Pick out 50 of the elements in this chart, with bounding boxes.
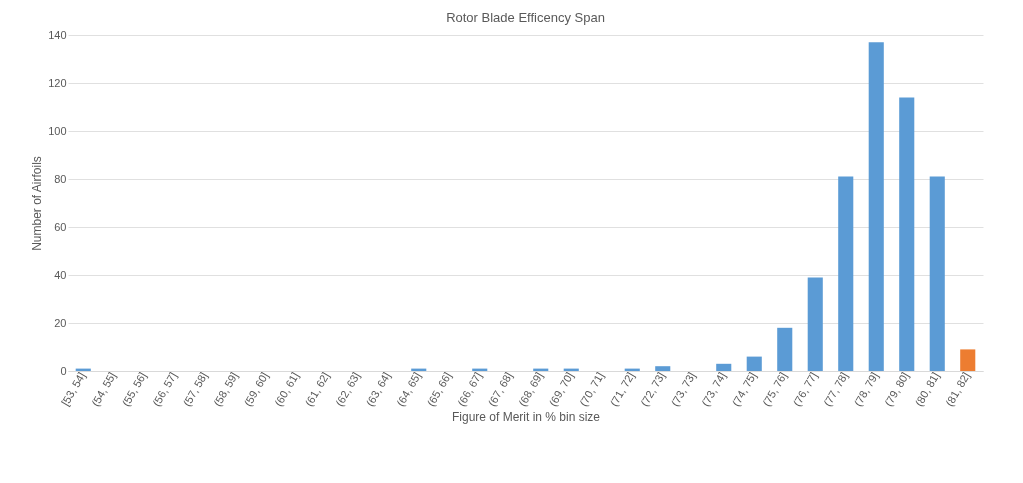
bar: [899, 97, 915, 371]
y-tick-label: 0: [60, 364, 67, 377]
y-tick-label: 80: [54, 172, 67, 185]
x-axis-title: Figure of Merit in % bin size: [451, 410, 601, 425]
x-tick-label: (67, 68]: [485, 370, 515, 409]
x-tick-label: (73, 73]: [668, 370, 698, 409]
x-tick-label: (59, 60]: [241, 370, 271, 409]
x-tick-label: (75, 76]: [760, 370, 790, 409]
x-tick-label: (65, 66]: [424, 370, 454, 409]
bar: [960, 349, 976, 371]
y-tick-label: 120: [48, 76, 67, 89]
bar: [746, 356, 762, 371]
x-tick-label: (54, 55]: [89, 370, 119, 409]
x-tick-label: (55, 56]: [119, 370, 149, 409]
y-axis-title: Number of Airfoils: [30, 156, 45, 251]
x-tick-label: (80, 81]: [912, 370, 942, 409]
x-tick-label: (56, 57]: [150, 370, 180, 409]
x-tick-label: (71, 72]: [607, 370, 637, 409]
y-tick-label: 140: [48, 28, 67, 41]
x-tick-label: (70, 71]: [577, 370, 607, 409]
bar: [929, 176, 945, 371]
x-tick-label: (76, 77]: [790, 370, 820, 409]
y-tick-label: 40: [54, 268, 67, 281]
bar: [655, 366, 671, 371]
x-tick-label: (68, 69]: [516, 370, 546, 409]
chart-title: Rotor Blade Efficency Span: [446, 10, 605, 25]
x-tick-label: (78, 79]: [851, 370, 881, 409]
x-tick-label: (79, 80]: [882, 370, 912, 409]
bar: [838, 176, 854, 371]
bar: [807, 277, 823, 371]
x-tick-label: (74, 75]: [729, 370, 759, 409]
x-tick-label: (58, 59]: [211, 370, 241, 409]
x-tick-label: (77, 78]: [821, 370, 851, 409]
y-tick-label: 60: [54, 220, 67, 233]
x-tick-label: (69, 70]: [546, 370, 576, 409]
x-tick-label: (57, 58]: [180, 370, 210, 409]
x-tick-label: (63, 64]: [363, 370, 393, 409]
x-tick-label: (72, 73]: [638, 370, 668, 409]
bar: [777, 327, 793, 371]
x-tick-label: (66, 67]: [455, 370, 485, 409]
x-tick-label: (62, 63]: [333, 370, 363, 409]
x-tick-label: (64, 65]: [394, 370, 424, 409]
bar: [716, 363, 732, 371]
y-tick-label: 100: [48, 124, 67, 137]
y-tick-label: 20: [54, 316, 67, 329]
x-tick-label: (60, 61]: [272, 370, 302, 409]
x-tick-label: (81, 82]: [943, 370, 973, 409]
x-tick-label: (61, 62]: [302, 370, 332, 409]
x-tick-label: (73, 74]: [699, 370, 729, 409]
bar: [868, 42, 884, 371]
